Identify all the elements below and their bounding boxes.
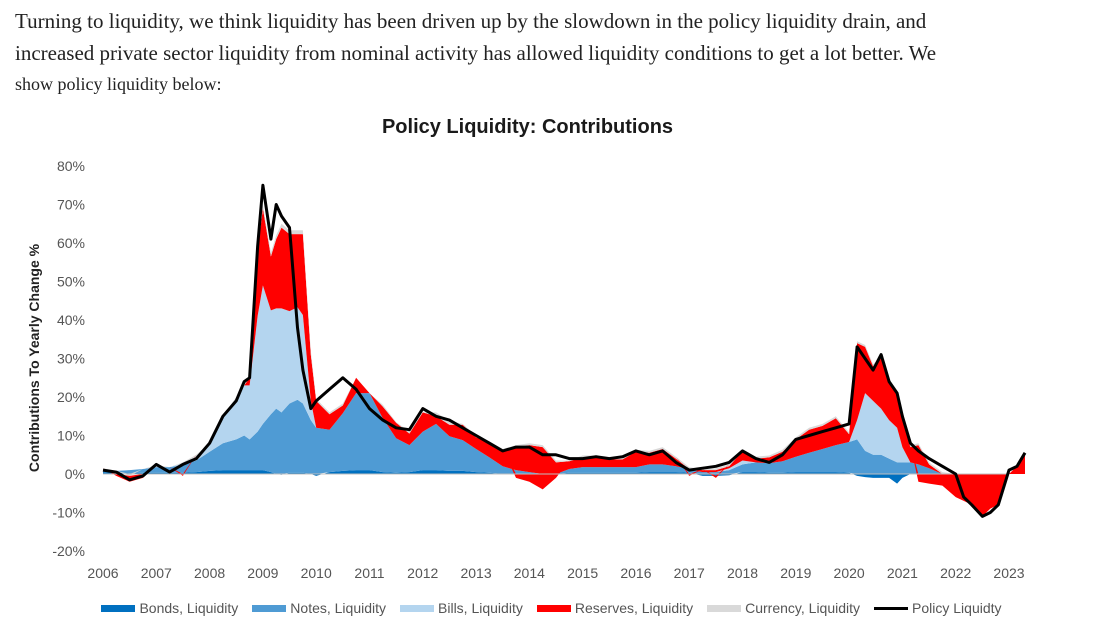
legend-item-policy: Policy Liquidty: [874, 600, 1002, 616]
y-tick-label: 30%: [57, 351, 85, 367]
legend-item-bonds: Bonds, Liquidity: [101, 600, 238, 616]
y-axis-label: Contributions To Yearly Change %: [26, 243, 42, 473]
x-tick-label: 2018: [727, 565, 758, 581]
legend-item-currency: Currency, Liquidity: [707, 600, 860, 616]
y-tick-label: 80%: [57, 158, 85, 174]
y-tick-label: 70%: [57, 197, 85, 213]
x-tick-label: 2023: [993, 565, 1024, 581]
x-tick-label: 2013: [460, 565, 491, 581]
legend-swatch: [707, 604, 742, 612]
x-tick-label: 2008: [194, 565, 225, 581]
x-tick-label: 2006: [87, 565, 118, 581]
legend-swatch: [400, 604, 435, 612]
x-tick-label: 2010: [301, 565, 332, 581]
legend-label: Notes, Liquidity: [290, 600, 387, 616]
y-tick-label: -10%: [52, 505, 85, 521]
legend-item-reserves: Reserves, Liquidity: [536, 600, 694, 616]
legend-swatch: [252, 604, 287, 612]
x-tick-label: 2011: [354, 565, 384, 581]
x-tick-label: 2007: [141, 565, 172, 581]
policy-liquidity-line: [102, 183, 1027, 518]
intro-line-2: increased private sector liquidity from …: [15, 40, 937, 65]
y-tick-label: 50%: [57, 274, 85, 290]
legend-swatch: [536, 604, 571, 612]
intro-paragraph: Turning to liquidity, we think liquidity…: [15, 6, 1095, 101]
x-tick-label: 2015: [567, 565, 598, 581]
legend-label: Currency, Liquidity: [745, 600, 861, 616]
legend-item-bills: Bills, Liquidity: [400, 600, 523, 616]
x-tick-label: 2020: [834, 565, 865, 581]
area-notes: [103, 393, 1025, 474]
intro-line-3: show policy liquidity below:: [15, 74, 222, 94]
x-tick-label: 2019: [780, 565, 811, 581]
x-tick-label: 2021: [887, 565, 918, 581]
legend-swatch: [874, 606, 909, 610]
chart-legend: Bonds, Liquidity Notes, Liquidity Bills, L…: [0, 600, 1103, 616]
area-bonds: [103, 470, 1025, 484]
x-tick-label: 2017: [674, 565, 705, 581]
y-tick-label: 20%: [57, 389, 85, 405]
x-tick-label: 2016: [620, 565, 651, 581]
legend-label: Policy Liquidty: [912, 600, 1002, 616]
legend-label: Reserves, Liquidity: [574, 600, 694, 616]
y-tick-label: 10%: [57, 428, 85, 444]
chart-title: Policy Liquidity: Contributions: [381, 116, 674, 138]
y-tick-label: 60%: [57, 235, 85, 251]
legend-label: Bonds, Liquidity: [139, 600, 239, 616]
x-tick-label: 2012: [407, 565, 438, 581]
y-tick-label: -20%: [52, 543, 85, 559]
y-tick-label: 0%: [65, 466, 85, 482]
x-tick-label: 2022: [940, 565, 971, 581]
x-tick-label: 2014: [514, 565, 545, 581]
intro-line-1: Turning to liquidity, we think liquidity…: [15, 9, 927, 33]
legend-item-notes: Notes, Liquidity: [252, 600, 386, 616]
area-bills: [103, 285, 1025, 474]
legend-swatch: [101, 604, 136, 612]
legend-label: Bills, Liquidity: [438, 600, 523, 616]
x-tick-label: 2009: [247, 565, 278, 581]
y-tick-label: 40%: [57, 312, 85, 328]
